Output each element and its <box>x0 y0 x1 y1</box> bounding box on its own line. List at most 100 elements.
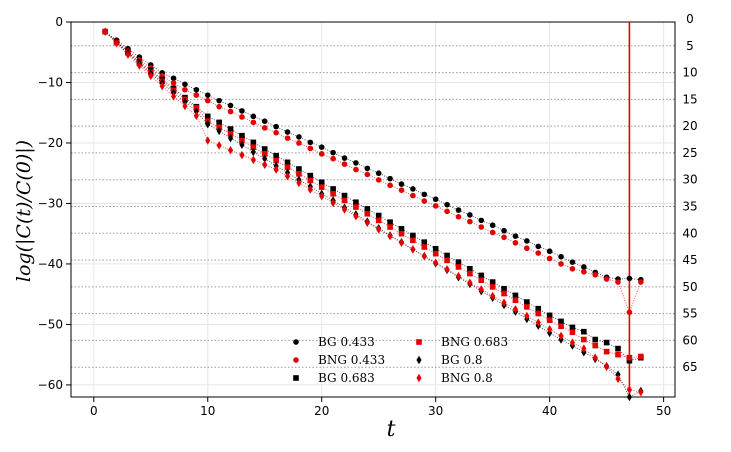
data-point <box>193 111 199 120</box>
data-point <box>535 250 542 256</box>
data-point <box>467 218 473 225</box>
data-point <box>512 297 519 304</box>
data-point <box>364 171 371 178</box>
y-tick-label: −50 <box>38 317 63 331</box>
data-point <box>296 166 302 172</box>
right-tick-label: 65 <box>682 360 697 374</box>
data-point <box>227 108 234 115</box>
x-tick-label: 40 <box>542 404 557 418</box>
data-point <box>569 329 576 336</box>
data-point <box>490 291 496 301</box>
data-point <box>546 312 553 319</box>
data-point <box>387 224 393 230</box>
data-point <box>467 212 473 218</box>
data-point <box>193 86 200 93</box>
data-point <box>227 146 234 155</box>
data-point <box>444 208 450 215</box>
data-point <box>239 132 245 139</box>
data-point <box>569 259 576 265</box>
data-point <box>455 259 462 265</box>
data-point <box>375 217 382 224</box>
data-point <box>432 203 439 209</box>
data-point <box>638 279 644 285</box>
data-point <box>239 108 245 114</box>
x-tick-label: 20 <box>314 404 329 418</box>
data-point <box>261 125 268 131</box>
data-point <box>273 165 279 174</box>
data-point <box>546 317 553 323</box>
data-point <box>604 362 610 371</box>
data-point <box>387 175 393 182</box>
data-point <box>216 119 222 126</box>
data-point <box>444 257 450 264</box>
data-point <box>227 102 234 109</box>
series-line <box>104 31 641 362</box>
data-point <box>398 226 405 232</box>
data-point <box>159 81 165 91</box>
data-point <box>467 265 473 272</box>
data-point <box>102 27 108 36</box>
data-point <box>204 92 211 98</box>
data-point <box>444 265 450 274</box>
data-point <box>296 178 302 188</box>
data-point <box>558 323 564 330</box>
data-point <box>455 264 462 270</box>
data-point <box>284 172 291 181</box>
data-point <box>524 304 530 310</box>
data-point <box>353 211 359 221</box>
data-point <box>319 191 325 201</box>
data-point <box>512 292 519 299</box>
data-point <box>113 38 120 48</box>
data-point <box>592 272 599 278</box>
data-point <box>581 336 587 343</box>
data-point <box>592 342 599 349</box>
legend-layer: BG 0.433 BNG 0.433 BG 0.683 BNG 0.683 BG 0.8… <box>293 335 508 385</box>
legend-label: BG 0.433 <box>318 335 375 349</box>
data-point <box>261 118 268 124</box>
legend-marker <box>416 339 422 345</box>
data-point <box>318 184 325 190</box>
data-point <box>182 101 188 111</box>
data-point <box>250 147 256 157</box>
right-tick-label: 50 <box>682 280 697 294</box>
right-tick-label: 60 <box>682 333 697 347</box>
data-point <box>330 149 336 156</box>
data-point <box>170 75 177 82</box>
data-point <box>432 246 439 252</box>
data-point <box>239 150 245 160</box>
data-point <box>489 229 496 236</box>
data-point <box>489 279 496 285</box>
data-point <box>444 252 450 259</box>
data-point <box>341 161 348 167</box>
data-point <box>204 97 211 104</box>
right-tick-label: 30 <box>682 173 697 187</box>
data-point <box>182 86 188 93</box>
data-point <box>250 139 257 146</box>
data-point <box>592 336 599 343</box>
data-point <box>524 311 530 321</box>
data-point <box>432 250 439 257</box>
y-tick-label: −40 <box>38 257 63 271</box>
data-point <box>375 170 382 177</box>
data-point <box>524 238 530 244</box>
data-point <box>512 239 519 246</box>
y-tick-label: −30 <box>38 196 63 210</box>
data-point <box>364 165 371 172</box>
data-point <box>501 298 507 307</box>
data-point <box>546 255 553 262</box>
data-point <box>512 233 519 239</box>
data-point <box>501 290 507 297</box>
y-tick-label: −60 <box>38 378 63 392</box>
legend-label: BNG 0.8 <box>441 371 493 385</box>
data-point <box>581 268 587 275</box>
data-point <box>307 139 314 146</box>
data-point <box>364 218 370 228</box>
data-point <box>501 234 507 241</box>
data-point <box>284 135 291 141</box>
data-point <box>558 331 564 341</box>
data-point <box>524 299 530 305</box>
data-point <box>341 205 348 214</box>
legend-label: BG 0.8 <box>441 353 483 367</box>
right-tick-label: 10 <box>682 66 697 80</box>
right-tick-label: 55 <box>682 307 697 321</box>
